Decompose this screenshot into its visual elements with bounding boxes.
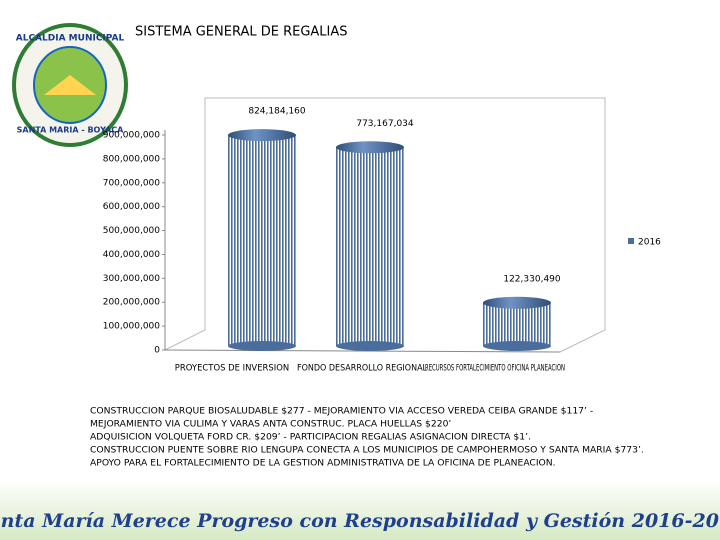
bar-base [336, 341, 404, 351]
legend-swatch [628, 238, 634, 244]
x-tick-label: PROYECTOS DE INVERSION [175, 364, 289, 374]
bar [228, 135, 296, 346]
bar-top [228, 129, 296, 142]
chart-title: SISTEMA GENERAL DE REGALIAS [135, 25, 348, 40]
y-tick-label: 100,000,000 [103, 322, 161, 332]
description-line: CONSTRUCCION PARQUE BIOSALUDABLE $277 - … [90, 406, 593, 417]
legend-label: 2016 [638, 238, 661, 248]
y-tick-label: 800,000,000 [103, 154, 161, 164]
description-line: ADQUISICION VOLQUETA FORD CR. $209’ - PA… [90, 432, 531, 443]
bar [336, 147, 404, 346]
description-line: MEJORAMIENTO VIA CULIMA Y VARAS ANTA CON… [90, 419, 451, 430]
description-line: APOYO PARA EL FORTALECIMIENTO DE LA GEST… [90, 458, 556, 469]
y-tick-label: 300,000,000 [103, 274, 161, 284]
y-tick-label: 900,000,000 [103, 131, 161, 141]
bar [483, 302, 551, 346]
footer-band [0, 480, 720, 540]
value-label: 773,167,034 [356, 119, 414, 129]
x-tick-label: RECURSOS FORTALECIMIENTO OFICINA PLANEAC… [425, 364, 565, 374]
y-tick-label: 500,000,000 [103, 226, 161, 236]
y-tick-label: 0 [154, 346, 160, 356]
logo: ALCALDIA MUNICIPAL SANTA MARIA - BOYACA [12, 23, 128, 147]
bar-base [228, 341, 296, 351]
y-tick-label: 700,000,000 [103, 178, 161, 188]
value-label: 824,184,160 [248, 107, 306, 117]
footer-slogan: Santa María Merece Progreso con Responsa… [0, 510, 720, 532]
x-tick-label: FONDO DESARROLLO REGIONAL [297, 364, 427, 374]
value-label: 122,330,490 [503, 274, 561, 284]
y-tick-label: 600,000,000 [103, 202, 161, 212]
description-line: CONSTRUCCION PUENTE SOBRE RIO LENGUPA CO… [90, 445, 644, 456]
bar-top [483, 296, 551, 309]
description: CONSTRUCCION PARQUE BIOSALUDABLE $277 - … [90, 406, 644, 469]
logo-top: ALCALDIA MUNICIPAL [16, 34, 125, 44]
chart-wall [164, 97, 606, 353]
y-tick-label: 200,000,000 [103, 298, 161, 308]
bar-top [336, 141, 404, 154]
bar-base [483, 341, 551, 351]
y-tick-label: 400,000,000 [103, 250, 161, 260]
x-axis [164, 349, 561, 353]
logo-bottom: SANTA MARIA - BOYACA [17, 126, 125, 135]
logo-shape [44, 75, 96, 95]
